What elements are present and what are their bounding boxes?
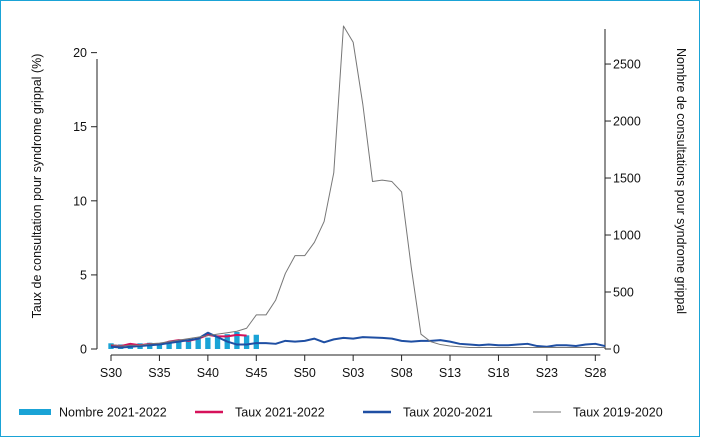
y-right-tick-label: 1000 [613, 229, 641, 243]
y-left-tick-label: 10 [73, 194, 87, 208]
legend: Nombre 2021-2022 Taux 2021-2022 Taux 2020-… [19, 406, 663, 420]
legend-swatch-nombre-2021-2022 [19, 409, 51, 415]
x-tick-label: S08 [390, 366, 412, 380]
legend-label-taux-2020-2021: Taux 2020-2021 [403, 406, 493, 420]
x-tick-label: S50 [294, 366, 316, 380]
y-left-tick-label: 0 [80, 343, 87, 357]
bar-nombre-2021-2022 [214, 337, 221, 349]
y-right-tick-label: 2000 [613, 115, 641, 129]
bar-nombre-2021-2022 [156, 343, 163, 349]
bar-nombre-2021-2022 [185, 339, 192, 349]
bar-nombre-2021-2022 [195, 338, 201, 349]
x-tick-label: S23 [536, 366, 558, 380]
axes: 0 5 10 15 20 Taux de consultation pour syndro… [30, 29, 688, 380]
x-tick-label: S18 [487, 366, 509, 380]
bar-nombre-2021-2022 [253, 334, 259, 349]
y-right-tick-label: 1500 [613, 172, 641, 186]
x-tick-label: S35 [148, 366, 170, 380]
y-left-tick-label: 5 [80, 268, 87, 282]
x-tick-label: S30 [100, 366, 122, 380]
x-tick-label: S45 [245, 366, 267, 380]
legend-label-taux-2021-2022: Taux 2021-2022 [235, 406, 325, 420]
legend-label-nombre-2021-2022: Nombre 2021-2022 [59, 406, 167, 420]
bar-nombre-2021-2022 [243, 335, 250, 349]
line-taux-2020-2021 [110, 331, 606, 349]
line-taux-2019-2020 [110, 25, 605, 349]
y-left-axis-title: Taux de consultation pour syndrome gripp… [30, 54, 44, 319]
bar-nombre-2021-2022 [234, 331, 240, 349]
y-right-tick-label: 2500 [613, 58, 641, 72]
x-tick-label: S13 [439, 366, 461, 380]
y-left-tick-label: 15 [73, 120, 87, 134]
x-tick-label: S03 [342, 366, 364, 380]
plot-lines [110, 25, 606, 349]
x-tick-label: S28 [584, 366, 606, 380]
legend-label-taux-2019-2020: Taux 2019-2020 [573, 406, 663, 420]
y-left-tick-label: 20 [73, 46, 87, 60]
bar-nombre-2021-2022 [176, 339, 182, 349]
y-right-axis-title: Nombre de consultations pour syndrome gr… [674, 48, 688, 314]
x-tick-label: S40 [197, 366, 219, 380]
y-right-tick-label: 500 [613, 286, 634, 300]
y-right-tick-label: 0 [613, 343, 620, 357]
bar-nombre-2021-2022 [166, 342, 172, 349]
bar-nombre-2021-2022 [205, 337, 211, 349]
